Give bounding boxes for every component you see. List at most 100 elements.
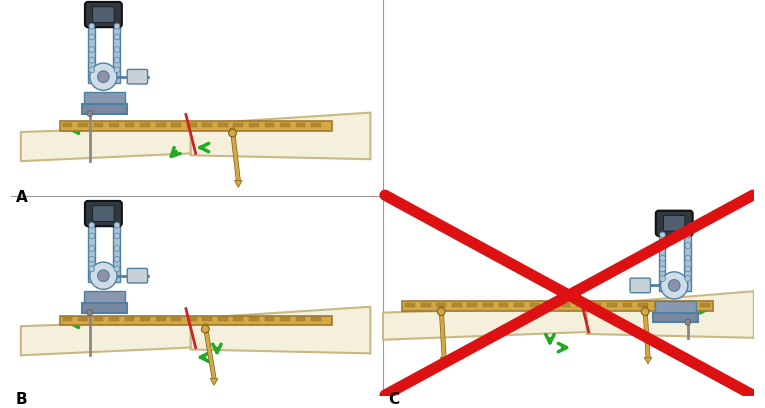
Circle shape — [87, 111, 93, 117]
Circle shape — [87, 310, 93, 315]
Bar — [405, 303, 415, 307]
Circle shape — [114, 23, 120, 29]
Polygon shape — [441, 357, 448, 364]
Circle shape — [114, 246, 120, 251]
Bar — [402, 301, 713, 310]
Bar — [84, 291, 125, 305]
Bar — [233, 123, 243, 127]
Bar — [93, 317, 103, 322]
Bar — [82, 303, 127, 313]
Bar — [125, 123, 135, 127]
Bar — [60, 121, 331, 131]
Bar — [233, 317, 243, 322]
Bar — [607, 303, 617, 307]
Bar — [109, 123, 119, 127]
Text: C: C — [388, 392, 399, 407]
Bar — [591, 303, 601, 307]
Bar — [203, 317, 212, 322]
Polygon shape — [190, 307, 370, 353]
Circle shape — [114, 222, 120, 228]
Bar — [249, 317, 259, 322]
Circle shape — [98, 270, 109, 282]
Polygon shape — [21, 126, 190, 161]
Bar — [685, 303, 695, 307]
Circle shape — [201, 325, 209, 333]
Bar — [545, 303, 555, 307]
Bar — [109, 317, 119, 322]
FancyBboxPatch shape — [93, 206, 114, 221]
Bar — [203, 123, 212, 127]
Circle shape — [659, 276, 666, 282]
Bar — [140, 123, 150, 127]
Circle shape — [114, 57, 120, 63]
Circle shape — [114, 266, 120, 272]
Bar — [265, 123, 275, 127]
Circle shape — [98, 71, 109, 82]
Bar — [265, 317, 275, 322]
Circle shape — [89, 57, 95, 63]
Circle shape — [89, 47, 95, 52]
Circle shape — [685, 276, 691, 282]
Circle shape — [229, 129, 236, 137]
Bar — [156, 123, 165, 127]
Bar — [84, 92, 125, 106]
Bar — [561, 303, 571, 307]
Circle shape — [89, 222, 95, 228]
Polygon shape — [21, 320, 190, 355]
FancyBboxPatch shape — [85, 201, 122, 226]
Bar — [187, 317, 197, 322]
Circle shape — [89, 233, 95, 239]
Bar — [218, 317, 228, 322]
Bar — [280, 123, 290, 127]
Circle shape — [90, 262, 117, 289]
Bar — [452, 303, 461, 307]
Bar — [82, 104, 127, 113]
Bar — [88, 22, 95, 82]
FancyBboxPatch shape — [663, 215, 685, 231]
Bar — [623, 303, 633, 307]
Bar — [655, 301, 695, 315]
Bar — [684, 231, 691, 291]
Bar — [467, 303, 477, 307]
Circle shape — [669, 279, 680, 291]
Circle shape — [89, 266, 95, 272]
Bar — [88, 221, 95, 282]
Bar — [436, 303, 446, 307]
Bar — [280, 317, 290, 322]
Bar — [113, 22, 120, 82]
Text: A: A — [16, 190, 28, 205]
Bar — [187, 123, 197, 127]
Bar — [63, 317, 73, 322]
Circle shape — [89, 23, 95, 29]
Circle shape — [89, 67, 95, 73]
Bar — [93, 123, 103, 127]
Bar — [171, 123, 181, 127]
Circle shape — [659, 266, 666, 272]
Polygon shape — [190, 113, 370, 159]
Bar — [483, 303, 493, 307]
Circle shape — [685, 255, 691, 261]
Bar — [63, 123, 73, 127]
Text: B: B — [16, 392, 28, 407]
Bar — [125, 317, 135, 322]
Bar — [171, 317, 181, 322]
Bar — [60, 315, 331, 325]
Circle shape — [661, 272, 688, 299]
Bar — [669, 303, 679, 307]
Circle shape — [89, 256, 95, 262]
Circle shape — [685, 319, 691, 325]
Bar — [514, 303, 524, 307]
Circle shape — [438, 308, 445, 315]
FancyBboxPatch shape — [630, 278, 650, 293]
Polygon shape — [234, 181, 243, 187]
Bar — [156, 317, 165, 322]
Circle shape — [659, 255, 666, 261]
Circle shape — [89, 246, 95, 251]
Circle shape — [659, 232, 666, 238]
Bar — [659, 231, 666, 291]
Bar — [654, 303, 663, 307]
Bar — [78, 317, 88, 322]
Circle shape — [685, 243, 691, 248]
FancyBboxPatch shape — [127, 69, 148, 84]
Polygon shape — [383, 307, 587, 340]
